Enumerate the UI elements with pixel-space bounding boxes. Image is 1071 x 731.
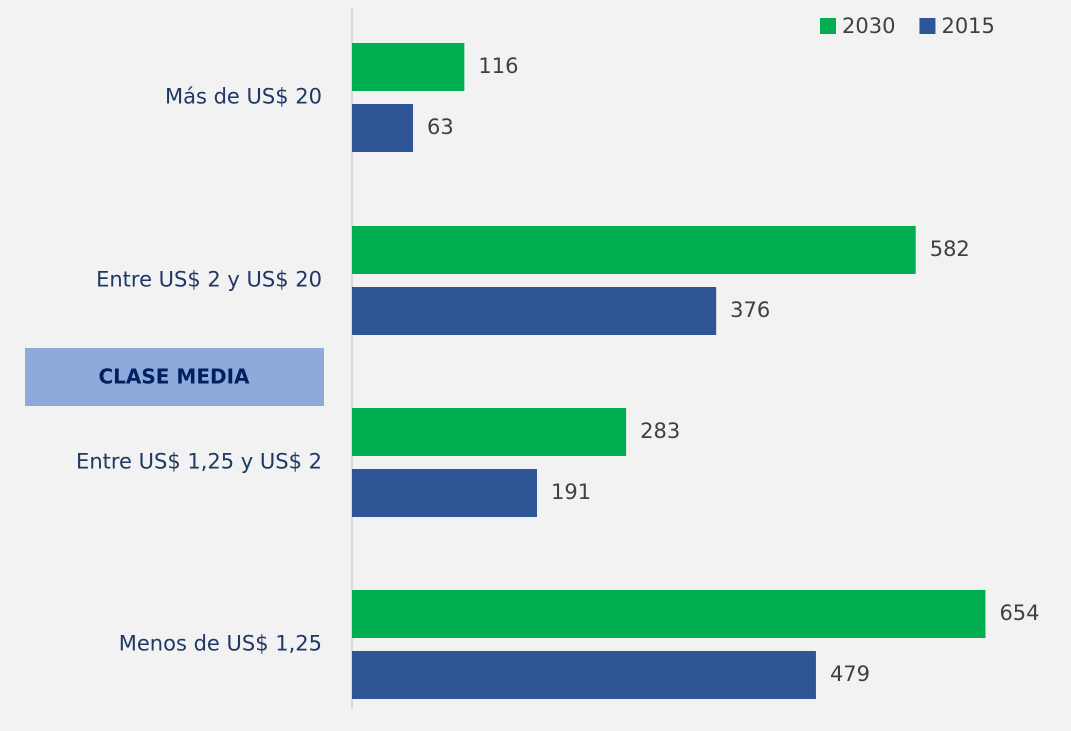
- value-label: 63: [427, 115, 454, 139]
- bar: [352, 590, 986, 638]
- bar: [352, 43, 465, 91]
- annotation-box: [25, 348, 324, 406]
- category-label: Entre US$ 1,25 y US$ 2: [76, 450, 322, 474]
- value-label: 582: [930, 237, 970, 261]
- legend-swatch: [820, 18, 836, 34]
- legend-label: 2015: [941, 14, 994, 38]
- bar: [352, 408, 627, 456]
- bar: [352, 226, 916, 274]
- annotation: CLASE MEDIA: [98, 365, 250, 389]
- value-label: 654: [999, 601, 1039, 625]
- bar: [352, 651, 816, 699]
- bar: [352, 287, 717, 335]
- value-label: 191: [551, 480, 591, 504]
- category-label: Más de US$ 20: [165, 85, 322, 109]
- legend-label: 2030: [842, 14, 895, 38]
- bar: [352, 469, 537, 517]
- value-label: 283: [640, 419, 680, 443]
- value-label: 479: [830, 662, 870, 686]
- value-label: 116: [478, 54, 518, 78]
- category-label: Entre US$ 2 y US$ 20: [96, 268, 322, 292]
- category-label: Menos de US$ 1,25: [119, 632, 322, 656]
- legend-swatch: [919, 18, 936, 34]
- value-label: 376: [730, 298, 770, 322]
- bar: [352, 104, 414, 152]
